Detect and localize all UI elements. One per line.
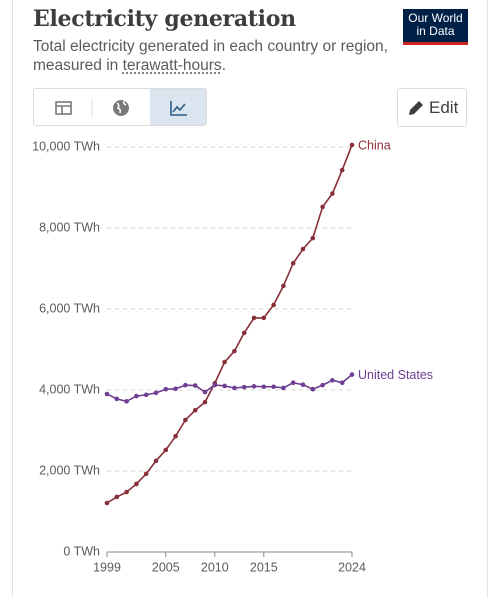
pencil-icon bbox=[409, 101, 423, 115]
chart-title: Electricity generation bbox=[33, 6, 296, 32]
logo[interactable]: Our World in Data bbox=[403, 9, 468, 45]
subtitle: Total electricity generated in each coun… bbox=[33, 38, 388, 55]
edit-button[interactable]: Edit bbox=[397, 88, 467, 127]
table-tab[interactable] bbox=[34, 89, 92, 126]
chart-icon bbox=[170, 101, 187, 116]
table-icon bbox=[55, 101, 72, 115]
globe-icon bbox=[116, 100, 127, 114]
subtitle-text: . bbox=[221, 57, 226, 74]
unit-link[interactable]: terawatt-hours bbox=[122, 57, 222, 74]
chart-icon bbox=[172, 103, 186, 113]
subtitle-text: measured in bbox=[33, 57, 119, 74]
card-border bbox=[12, 0, 488, 598]
chart-tab[interactable] bbox=[150, 89, 207, 126]
tab-icons bbox=[34, 89, 207, 126]
globe-icon bbox=[113, 100, 129, 116]
edit-label: Edit bbox=[429, 98, 459, 117]
pencil bbox=[409, 101, 423, 115]
tab-bg bbox=[34, 89, 92, 125]
map-tab[interactable] bbox=[113, 100, 129, 116]
view-tabs bbox=[33, 88, 207, 126]
logo-text: in Data bbox=[416, 24, 455, 38]
logo-text: Our World bbox=[408, 11, 463, 25]
subtitle: measured in terawatt-hours. bbox=[33, 57, 226, 75]
